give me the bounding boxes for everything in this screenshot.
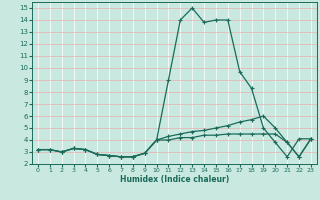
X-axis label: Humidex (Indice chaleur): Humidex (Indice chaleur): [120, 175, 229, 184]
